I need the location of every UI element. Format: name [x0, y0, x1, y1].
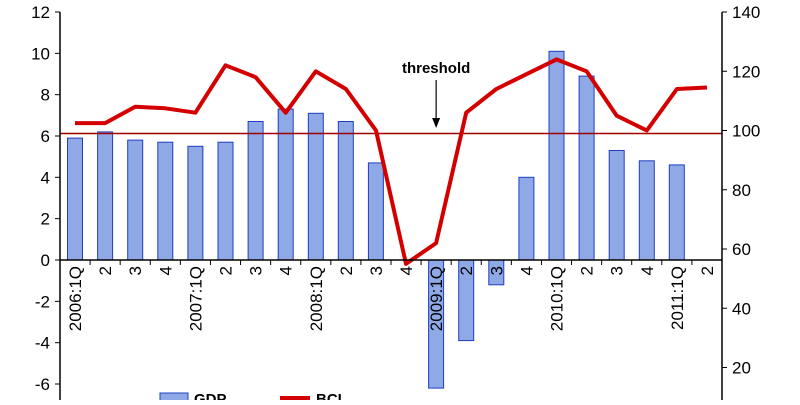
threshold-annotation: threshold	[402, 60, 470, 77]
category-label: 2009:1Q	[427, 266, 446, 331]
legend-gdp-label: GDP	[194, 391, 227, 400]
category-label: 2	[96, 266, 115, 275]
category-label: 2007:1Q	[186, 266, 205, 331]
gdp-bar	[337, 121, 354, 261]
left-tick-label: 4	[41, 168, 50, 187]
category-label: 2010:1Q	[548, 266, 567, 331]
category-label: 2	[337, 266, 356, 275]
gdp-bar	[97, 131, 114, 261]
category-label: 2	[578, 266, 597, 275]
category-label: 2011:1Q	[668, 266, 687, 330]
category-label: 2006:1Q	[66, 266, 85, 331]
legend-bci-label: BCI	[316, 391, 342, 400]
gdp-bar	[367, 162, 384, 261]
gdp-bar	[157, 141, 174, 261]
category-label: 4	[156, 266, 175, 275]
category-label: 2008:1Q	[307, 266, 326, 331]
category-label: 2	[217, 266, 236, 275]
category-label: 3	[247, 266, 266, 275]
gdp-bar	[247, 121, 264, 261]
bci-line	[75, 57, 708, 266]
category-label: 3	[367, 266, 386, 275]
right-tick-label: 100	[732, 122, 760, 141]
left-tick-label: -2	[35, 292, 50, 311]
gdp-bar	[608, 150, 625, 261]
left-tick-label: 8	[41, 86, 50, 105]
category-label: 2	[698, 266, 717, 275]
category-label: 2	[457, 266, 476, 275]
left-tick-label: 10	[31, 44, 50, 63]
left-tick-label: -4	[35, 334, 50, 353]
left-tick-label: -6	[35, 375, 50, 394]
gdp-bar	[638, 160, 655, 261]
right-tick-label: 60	[732, 240, 751, 259]
category-label: 3	[487, 266, 506, 275]
threshold-arrowhead	[432, 118, 441, 128]
left-tick-label: 6	[41, 127, 50, 146]
right-tick-label: 120	[732, 62, 760, 81]
right-tick-label: 40	[732, 299, 751, 318]
gdp-bar	[548, 50, 565, 261]
right-tick-label: 20	[732, 359, 751, 378]
left-tick-label: 12	[31, 3, 50, 22]
category-label: 4	[517, 266, 536, 275]
gdp-bar	[277, 108, 294, 261]
gdp-bar	[67, 137, 83, 261]
left-tick-label: 2	[41, 210, 50, 229]
gdp-bar	[187, 145, 204, 261]
gdp-bar	[217, 141, 234, 261]
gdp-bar	[668, 164, 685, 261]
gdp-bar	[307, 112, 324, 261]
category-label: 3	[126, 266, 145, 275]
right-tick-label: 80	[732, 181, 751, 200]
category-label: 3	[608, 266, 627, 275]
left-tick-label: 0	[41, 251, 50, 270]
category-label: 4	[638, 266, 657, 275]
category-label: 4	[397, 266, 416, 275]
gdp-bar	[518, 176, 535, 261]
category-label: 4	[277, 266, 296, 275]
gdp-bar	[127, 139, 144, 261]
gdp-bar	[578, 75, 595, 261]
legend-gdp-swatch	[159, 392, 189, 404]
right-tick-label: 140	[732, 3, 760, 22]
